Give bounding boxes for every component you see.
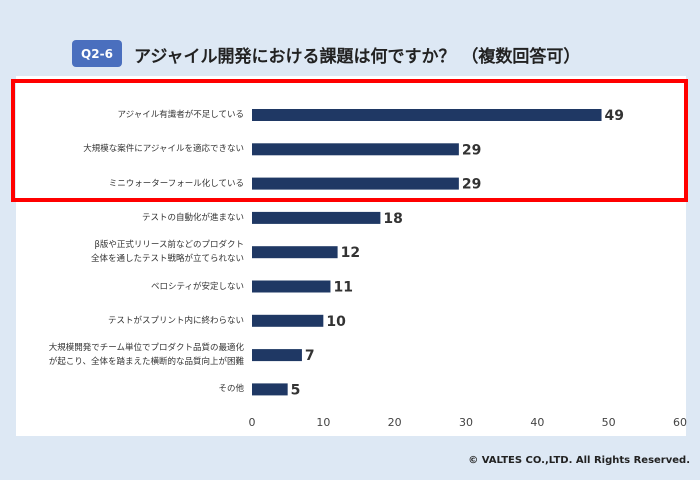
category-label: 大規模な案件にアジャイルを適応できない — [83, 144, 244, 155]
x-tick-label: 50 — [602, 416, 616, 429]
value-label: 11 — [333, 280, 352, 296]
x-tick-label: 30 — [459, 416, 473, 429]
value-label: 12 — [341, 245, 360, 261]
value-label: 29 — [462, 142, 481, 158]
category-label: テストの自動化が進まない — [141, 212, 244, 223]
category-label: 大規模開発でチーム単位でプロダクト品質の最適化 が起こり、全体を踏まえた横断的な… — [48, 343, 244, 368]
category-label: β版や正式リリース前などのプロダクト 全体を通したテスト戦略が立てられない — [90, 240, 244, 265]
highlight-box — [11, 79, 688, 202]
value-label: 49 — [605, 108, 624, 124]
category-label: その他 — [218, 384, 244, 395]
chart-title: アジャイル開発における課題は何ですか？ （複数回答可） — [134, 47, 581, 67]
value-label: 29 — [462, 177, 481, 193]
x-tick-label: 60 — [673, 416, 687, 429]
bar — [252, 143, 459, 156]
x-tick-label: 20 — [388, 416, 402, 429]
bar — [252, 280, 331, 293]
category-label: テストがスプリント内に終わらない — [107, 315, 244, 326]
value-label: 10 — [326, 314, 346, 330]
bar — [252, 383, 288, 396]
value-label: 5 — [291, 382, 301, 398]
bar — [252, 314, 324, 327]
bar — [252, 246, 338, 259]
bar — [252, 211, 381, 224]
bar — [252, 349, 302, 362]
category-label: アジャイル有識者が不足している — [117, 109, 244, 120]
x-tick-label: 40 — [530, 416, 544, 429]
bar — [252, 109, 602, 121]
category-label: ミニウォーターフォール化している — [108, 178, 244, 189]
x-tick-label: 0 — [249, 416, 256, 429]
category-label: ベロシティが安定しない — [151, 281, 244, 292]
value-label: 18 — [383, 211, 402, 227]
panel — [16, 76, 686, 436]
question-badge: Q2-6 — [72, 40, 122, 67]
value-label: 7 — [305, 348, 315, 364]
bar — [252, 177, 459, 190]
copyright: © VALTES CO.,LTD. All Rights Reserved. — [468, 455, 690, 466]
x-tick-label: 10 — [316, 416, 330, 429]
